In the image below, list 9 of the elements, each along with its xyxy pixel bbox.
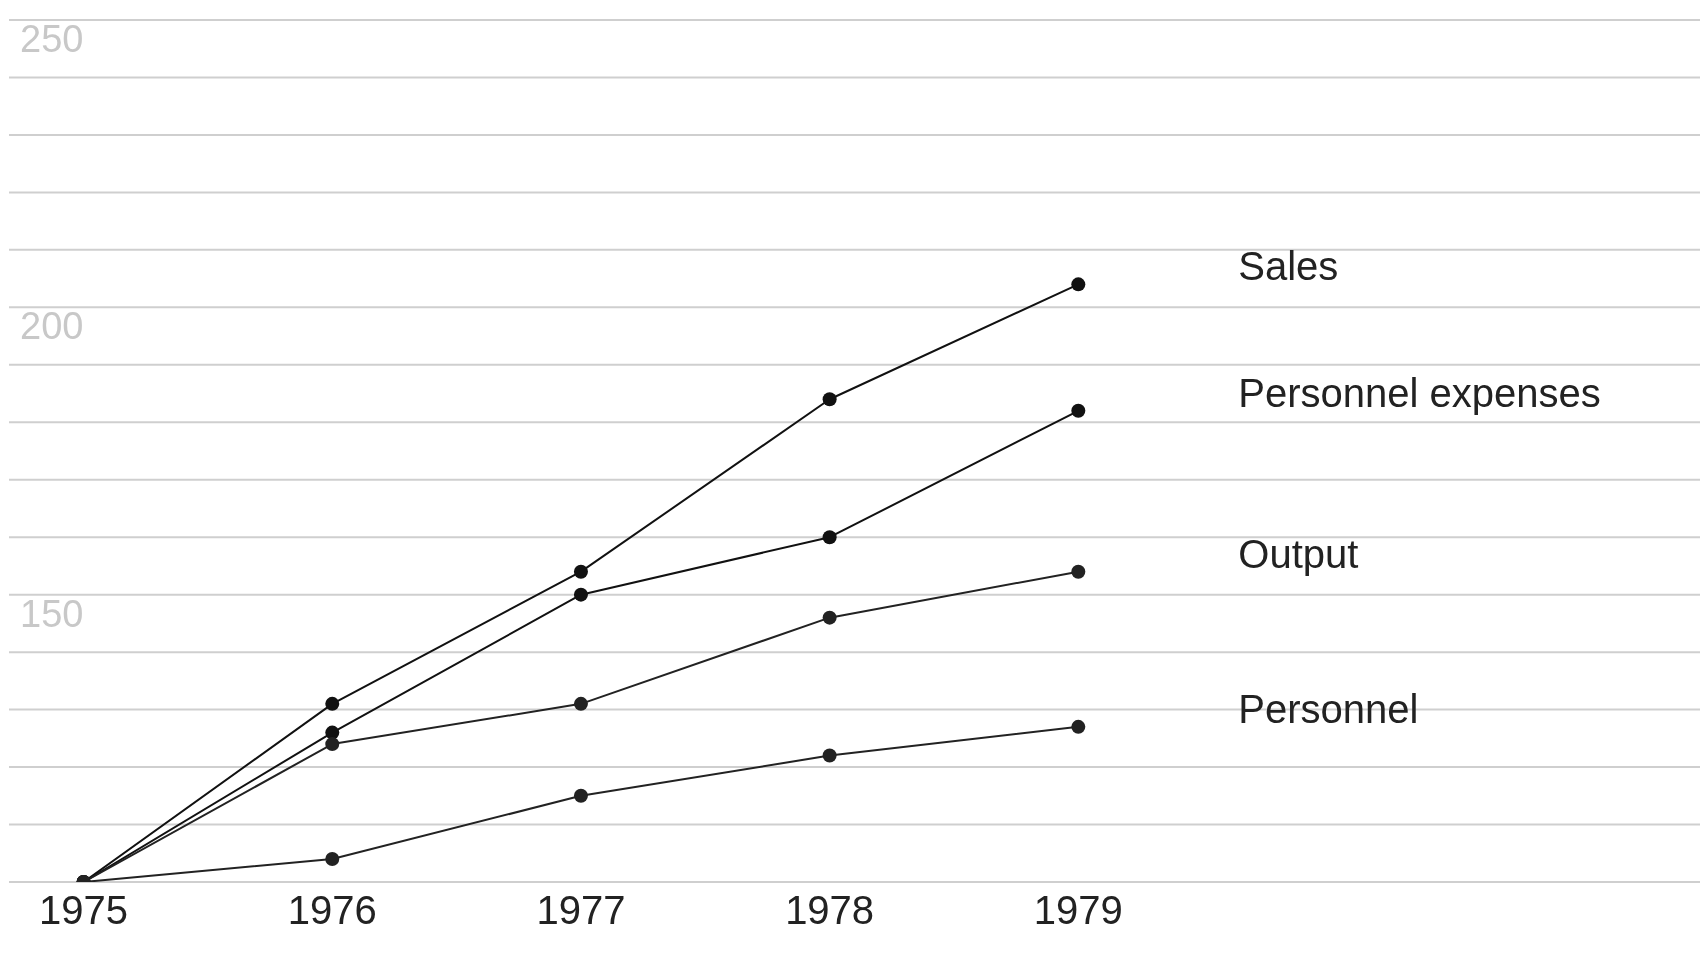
text: Personnel (1238, 686, 1419, 731)
x-tick-label: 1976 (287, 888, 377, 933)
x-tick-label: 1978 (785, 888, 875, 933)
x-tick-label: 1977 (536, 888, 626, 933)
x-tick-label: 1979 (1033, 888, 1123, 933)
text: Output (1238, 531, 1359, 576)
text: Sales (1238, 244, 1339, 289)
text: Personnel expenses (1238, 370, 1601, 415)
x-tick-label: 1975 (39, 888, 129, 933)
